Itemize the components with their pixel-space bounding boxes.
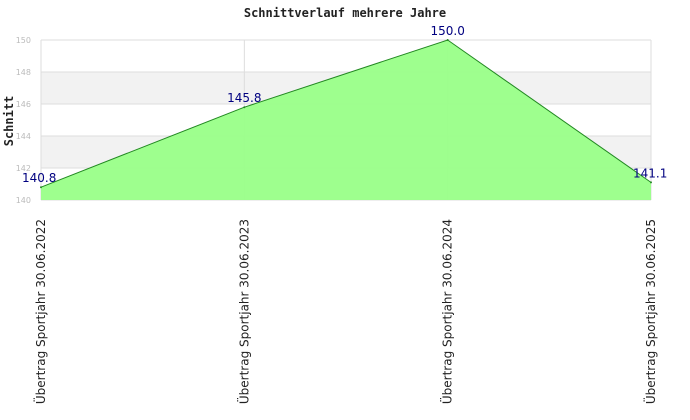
- y-axis-ticks: 140 142 144 146 148 150: [16, 36, 31, 205]
- area-series: [40, 39, 652, 200]
- chart-title: Schnittverlauf mehrere Jahre: [244, 6, 446, 20]
- series-line: [40, 39, 652, 188]
- x-tick-label: Übertrag Sportjahr 30.06.2022: [32, 219, 48, 404]
- y-tick-label: 140: [16, 196, 31, 205]
- data-point: [650, 181, 652, 184]
- data-label: 141.1: [633, 166, 667, 180]
- y-tick-label: 146: [16, 100, 31, 109]
- y-tick-label: 144: [16, 132, 31, 141]
- y-axis-label: Schnitt: [2, 96, 16, 147]
- data-point: [40, 186, 42, 189]
- data-labels: 140.8 145.8 150.0 141.1: [22, 24, 667, 185]
- y-tick-label: 148: [16, 68, 31, 77]
- plot-band: [41, 40, 651, 72]
- area-fill: [41, 40, 651, 200]
- x-axis-ticks: Übertrag Sportjahr 30.06.2022 Übertrag Sp…: [32, 219, 658, 404]
- x-tick-label: Übertrag Sportjahr 30.06.2025: [642, 219, 658, 404]
- x-tick-label: Übertrag Sportjahr 30.06.2024: [439, 219, 455, 404]
- y-tick-label: 150: [16, 36, 31, 45]
- x-tick-label: Übertrag Sportjahr 30.06.2023: [235, 219, 251, 404]
- data-point: [446, 39, 449, 41]
- data-label: 140.8: [22, 171, 56, 185]
- data-label: 150.0: [430, 24, 464, 38]
- data-point: [243, 106, 246, 109]
- y-tick-label: 142: [16, 164, 31, 173]
- data-label: 145.8: [227, 91, 261, 105]
